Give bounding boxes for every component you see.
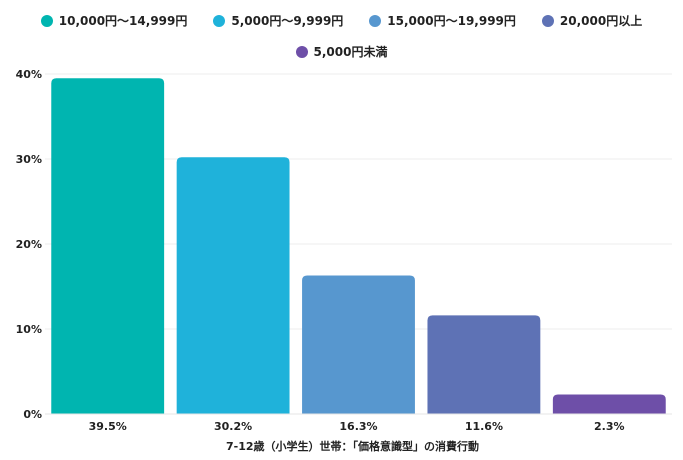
- legend-label: 10,000円～14,999円: [58, 14, 188, 28]
- legend-item[interactable]: 20,000円以上: [541, 12, 643, 29]
- legend-row-2: 5,000円未満: [0, 43, 683, 60]
- y-tick-label: 30%: [16, 153, 42, 166]
- legend-swatch-icon: [40, 14, 53, 27]
- legend-item[interactable]: 15,000円～19,999円: [369, 12, 516, 29]
- bar[interactable]: [302, 275, 415, 414]
- legend-label: 20,000円以上: [559, 14, 643, 28]
- legend-item[interactable]: 5,000円未満: [295, 43, 388, 60]
- legend-swatch-icon: [213, 14, 226, 27]
- x-axis-title: 7-12歳（小学生）世帯：「価格意識型」の消費行動: [226, 439, 479, 453]
- bar-value-label: 2.3%: [594, 420, 625, 433]
- legend-swatch-icon: [295, 45, 308, 58]
- y-tick-label: 40%: [16, 68, 42, 81]
- legend-label: 15,000円～19,999円: [387, 14, 516, 28]
- bar-value-label: 16.3%: [339, 420, 377, 433]
- y-tick-label: 20%: [16, 238, 42, 251]
- legend-swatch-icon: [369, 14, 382, 27]
- legend-label: 5,000円～9,999円: [231, 14, 344, 28]
- bar[interactable]: [552, 394, 666, 414]
- legend-item[interactable]: 10,000円～14,999円: [40, 12, 188, 29]
- legend-item[interactable]: 5,000円～9,999円: [213, 12, 343, 29]
- bar-value-label: 39.5%: [89, 420, 127, 433]
- legend-swatch-icon: [541, 14, 554, 27]
- bar[interactable]: [51, 78, 165, 414]
- bar[interactable]: [427, 315, 541, 414]
- bar[interactable]: [176, 157, 290, 415]
- legend-label: 5,000円未満: [313, 45, 388, 59]
- bar-value-label: 30.2%: [214, 420, 252, 433]
- bar-value-label: 11.6%: [465, 420, 503, 433]
- legend-row-1: 10,000円～14,999円 5,000円～9,999円 15,000円～19…: [0, 12, 683, 29]
- y-tick-label: 0%: [23, 408, 42, 421]
- y-tick-label: 10%: [16, 323, 42, 336]
